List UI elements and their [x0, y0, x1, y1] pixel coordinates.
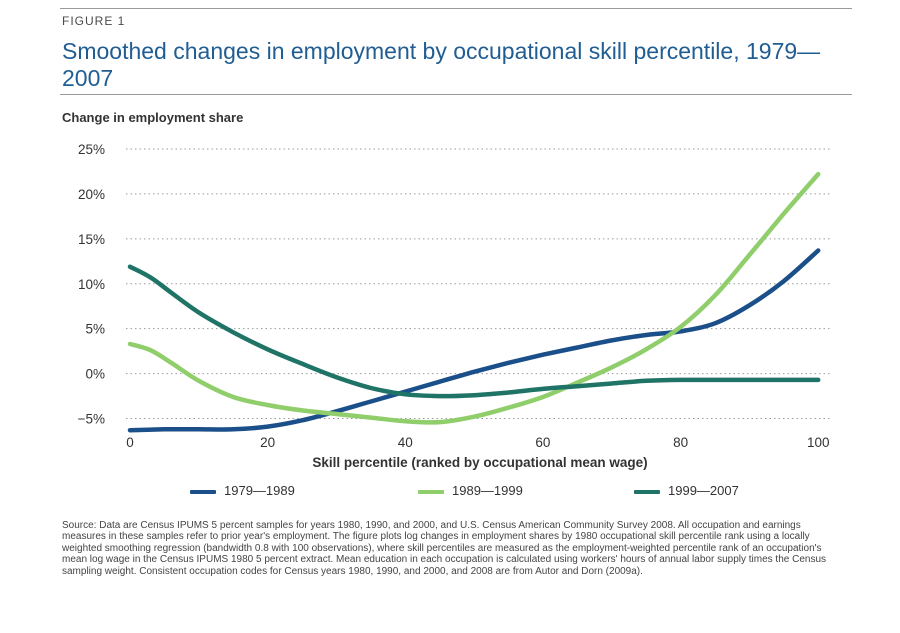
y-tick-label: 15% [78, 232, 105, 247]
x-tick-label: 60 [535, 435, 550, 450]
x-tick-label: 80 [673, 435, 688, 450]
y-tick-label: −5% [78, 412, 105, 427]
y-axis-label: Change in employment share [62, 110, 244, 125]
x-tick-label: 0 [126, 435, 134, 450]
y-tick-label: 10% [78, 277, 105, 292]
gridlines [126, 148, 832, 420]
figure-label: FIGURE 1 [62, 14, 126, 28]
legend-item: 1989—1999 [418, 483, 523, 501]
legend-item: 1979—1989 [190, 483, 295, 501]
series-lines [127, 171, 821, 433]
line-chart: −5% 0% 5% 10% 15% 20% 25% 0 20 40 60 80 100 Skill p… [78, 142, 832, 470]
y-tick-label: 20% [78, 187, 105, 202]
y-tick-labels: −5% 0% 5% 10% 15% 20% 25% [78, 142, 105, 427]
legend-label: 1989—1999 [452, 483, 523, 498]
legend-swatch [418, 489, 444, 494]
series-line-2 [127, 171, 821, 425]
y-tick-label: 25% [78, 142, 105, 157]
y-tick-label: 0% [85, 367, 105, 382]
series-line-1 [127, 248, 821, 433]
x-axis-label: Skill percentile (ranked by occupational… [312, 455, 647, 470]
x-tick-label: 100 [807, 435, 830, 450]
legend: 1979—1989 1989—1999 1999—2007 [190, 483, 810, 501]
series-line-3 [127, 264, 821, 399]
y-tick-label: 5% [85, 322, 105, 337]
x-tick-label: 40 [398, 435, 413, 450]
legend-swatch [190, 489, 216, 494]
legend-swatch [634, 489, 660, 494]
top-rule [60, 8, 852, 9]
legend-label: 1999—2007 [668, 483, 739, 498]
legend-item: 1999—2007 [634, 483, 739, 501]
chart-title: Smoothed changes in employment by occupa… [62, 38, 821, 91]
x-tick-labels: 0 20 40 60 80 100 [126, 435, 829, 450]
legend-label: 1979—1989 [224, 483, 295, 498]
title-rule [60, 94, 852, 95]
source-note: Source: Data are Census IPUMS 5 percent … [62, 520, 827, 577]
x-tick-label: 20 [260, 435, 275, 450]
